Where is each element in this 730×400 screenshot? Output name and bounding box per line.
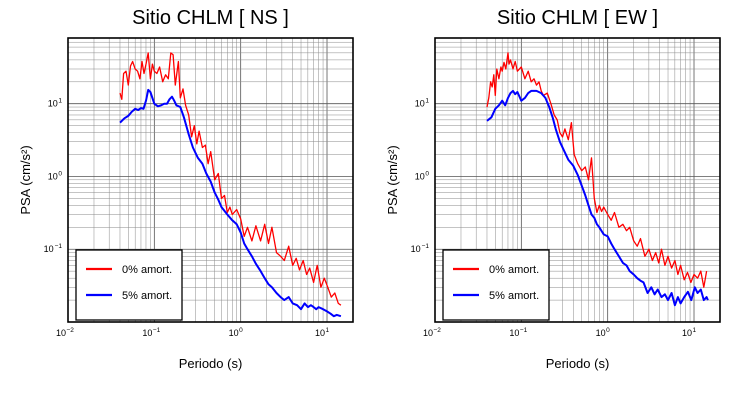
- x-tick-label: 10 −2: [56, 327, 74, 338]
- legend-box: [442, 249, 550, 321]
- legend-entry: 5% amort.: [489, 290, 539, 302]
- x-tick-exponent: 1: [693, 327, 697, 334]
- y-tick-label: 110: [48, 98, 63, 109]
- x-tick-exponent: 1: [326, 327, 330, 334]
- x-tick-exponent: −1: [153, 327, 161, 334]
- y-tick-exponent: 0: [425, 170, 429, 177]
- y-tick-base: 10: [44, 244, 54, 254]
- x-tick-base: 10: [682, 328, 692, 338]
- series-line-amort-5: [119, 88, 342, 318]
- y-tick-exponent: 1: [425, 98, 429, 105]
- y-tick-label: 010: [48, 170, 63, 181]
- x-tick-base: 10: [596, 328, 606, 338]
- y-tick-label: −110: [44, 243, 63, 254]
- x-tick-exponent: 0: [606, 327, 610, 334]
- series-line-amort-5: [486, 89, 709, 307]
- x-tick-exponent: 0: [239, 327, 243, 334]
- legend: 0% amort. 5% amort.: [442, 249, 550, 321]
- x-tick-label: 10 0: [229, 327, 244, 338]
- x-tick-label: 10 −2: [423, 327, 441, 338]
- x-tick-base: 10: [142, 328, 152, 338]
- y-tick-base: 10: [48, 99, 58, 109]
- x-tick-label: 10 1: [682, 327, 697, 338]
- legend: 0% amort. 5% amort.: [75, 249, 183, 321]
- x-tick-base: 10: [509, 328, 519, 338]
- series-line-amort-0: [119, 52, 342, 306]
- chart-title: Sitio CHLM [ EW ]: [497, 7, 658, 29]
- y-tick-exponent: 0: [58, 170, 62, 177]
- legend-entry: 5% amort.: [122, 290, 172, 302]
- y-tick-exponent: 1: [58, 98, 62, 105]
- x-tick-label: 10 −1: [142, 327, 160, 338]
- panel-ns: Sitio CHLM [ NS ] Periodo (s) PSA (cm/s²) 1…: [18, 7, 354, 371]
- y-axis-label: PSA (cm/s²): [18, 145, 33, 214]
- x-tick-base: 10: [56, 328, 66, 338]
- plot-frame: [434, 37, 721, 323]
- x-tick-base: 10: [315, 328, 325, 338]
- panel-ew: Sitio CHLM [ EW ] Periodo (s) PSA (cm/s²) 1…: [385, 7, 721, 371]
- y-tick-label: 010: [415, 170, 430, 181]
- legend-entry: 0% amort.: [489, 264, 539, 276]
- grid: [67, 37, 354, 323]
- x-tick-label: 10 0: [596, 327, 611, 338]
- legend-entry: 0% amort.: [122, 264, 172, 276]
- chart-title: Sitio CHLM [ NS ]: [132, 7, 289, 29]
- y-axis-label: PSA (cm/s²): [385, 145, 400, 214]
- x-tick-base: 10: [423, 328, 433, 338]
- x-tick-exponent: −2: [434, 327, 442, 334]
- y-tick-label: 110: [415, 98, 430, 109]
- x-tick-exponent: −1: [520, 327, 528, 334]
- y-tick-base: 10: [411, 244, 421, 254]
- y-tick-exponent: −1: [422, 243, 430, 250]
- x-tick-base: 10: [229, 328, 239, 338]
- x-tick-label: 10 1: [315, 327, 330, 338]
- y-tick-base: 10: [415, 99, 425, 109]
- series-line-amort-0: [486, 52, 708, 288]
- y-tick-base: 10: [415, 171, 425, 181]
- y-tick-exponent: −1: [55, 243, 63, 250]
- x-tick-label: 10 −1: [509, 327, 527, 338]
- y-tick-label: −110: [411, 243, 430, 254]
- plot-frame: [67, 37, 354, 323]
- x-tick-exponent: −2: [67, 327, 75, 334]
- x-axis-label: Periodo (s): [546, 356, 610, 371]
- x-axis-label: Periodo (s): [179, 356, 243, 371]
- legend-box: [75, 249, 183, 321]
- y-tick-base: 10: [48, 171, 58, 181]
